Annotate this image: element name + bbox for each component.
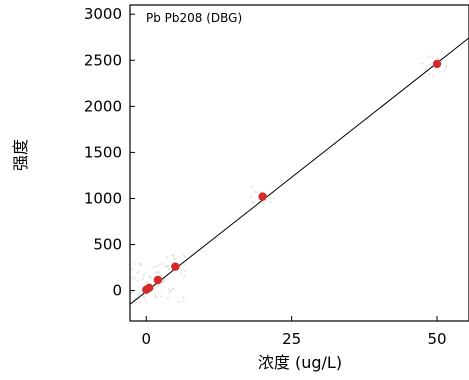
series-label: Pb Pb208 (DBG): [146, 11, 242, 25]
y-tick-label: 3000: [84, 5, 122, 23]
data-points: [142, 59, 442, 294]
data-point: [171, 262, 180, 271]
y-tick-label: 2500: [84, 51, 122, 69]
x-tick-label: 25: [282, 330, 301, 348]
data-point: [432, 59, 442, 69]
x-tick-label: 50: [427, 330, 446, 348]
y-axis-title: 强度: [11, 139, 30, 171]
data-point: [258, 192, 267, 201]
x-tick-label: 0: [142, 330, 152, 348]
data-point: [153, 275, 163, 285]
data-point: [144, 283, 154, 293]
y-tick-label: 1500: [84, 143, 122, 161]
x-axis-title: 浓度 (ug/L): [258, 353, 342, 372]
plot-frame: [129, 4, 469, 322]
x-tick-labels: 0 25 50: [142, 330, 447, 348]
y-tick-label: 2000: [84, 97, 122, 115]
y-tick-label: 500: [93, 236, 122, 254]
y-tick-label: 1000: [84, 189, 122, 207]
y-tick-label: 0: [112, 282, 122, 300]
y-tick-labels: 0 500 1000 1500 2000 2500 3000: [84, 5, 122, 299]
axis-ticks: [130, 13, 438, 321]
fit-line: [129, 37, 469, 305]
